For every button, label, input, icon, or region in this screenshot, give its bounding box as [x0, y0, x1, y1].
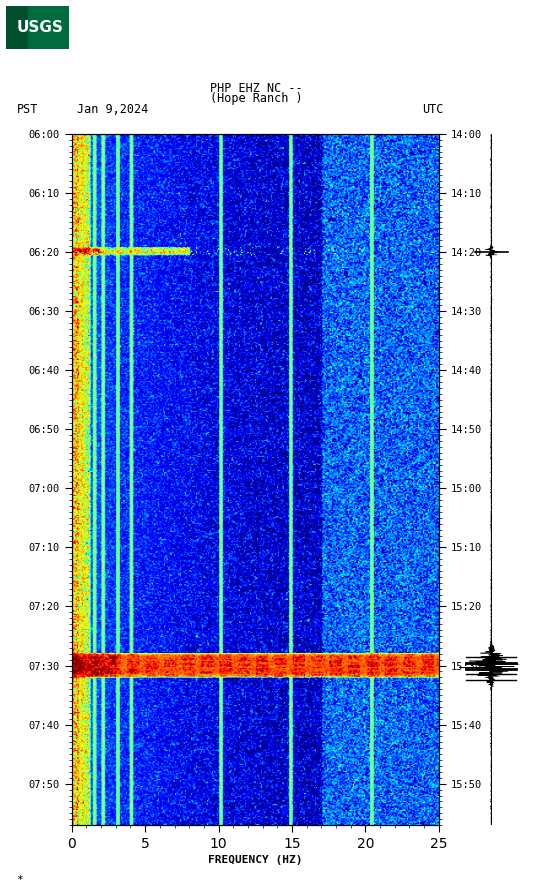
X-axis label: FREQUENCY (HZ): FREQUENCY (HZ)	[208, 855, 302, 865]
Text: *: *	[17, 875, 23, 885]
FancyBboxPatch shape	[6, 6, 28, 49]
Text: Jan 9,2024: Jan 9,2024	[77, 103, 148, 116]
FancyBboxPatch shape	[6, 6, 69, 49]
Text: (Hope Ranch ): (Hope Ranch )	[210, 92, 303, 105]
Text: PST: PST	[17, 103, 38, 116]
Text: USGS: USGS	[17, 21, 64, 35]
Text: UTC: UTC	[422, 103, 444, 116]
Text: PHP EHZ NC --: PHP EHZ NC --	[210, 82, 303, 95]
